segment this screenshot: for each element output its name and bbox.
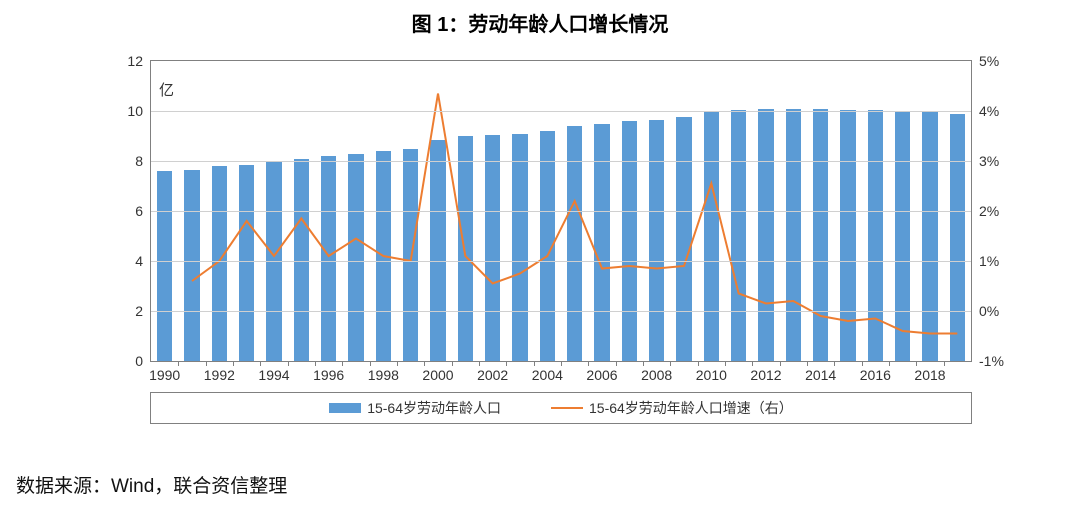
legend-line-label: 15-64岁劳动年龄人口增速（右） (589, 398, 793, 418)
ytick-right: 3% (979, 153, 999, 169)
xtick: 1996 (313, 367, 344, 383)
ytick-right: 2% (979, 203, 999, 219)
xtick: 2016 (860, 367, 891, 383)
xtick: 1998 (368, 367, 399, 383)
ytick-left: 10 (127, 103, 143, 119)
legend-item-line: 15-64岁劳动年龄人口增速（右） (551, 398, 793, 418)
bar-swatch (329, 403, 361, 413)
plot-area: 亿 024681012-1%0%1%2%3%4%5%19901992199419… (150, 60, 972, 362)
legend-item-bar: 15-64岁劳动年龄人口 (329, 398, 501, 418)
xtick: 2012 (750, 367, 781, 383)
ytick-right: 4% (979, 103, 999, 119)
xtick: 1990 (149, 367, 180, 383)
ytick-right: 5% (979, 53, 999, 69)
xtick: 2002 (477, 367, 508, 383)
xtick: 2006 (586, 367, 617, 383)
chart-container: 亿 024681012-1%0%1%2%3%4%5%19901992199419… (90, 50, 1000, 430)
xtick: 2010 (696, 367, 727, 383)
ytick-left: 8 (135, 153, 143, 169)
ytick-left: 6 (135, 203, 143, 219)
line-swatch (551, 407, 583, 409)
ytick-left: 2 (135, 303, 143, 319)
ytick-left: 4 (135, 253, 143, 269)
growth-line (192, 94, 957, 334)
xtick: 2008 (641, 367, 672, 383)
ytick-right: 0% (979, 303, 999, 319)
xtick: 2014 (805, 367, 836, 383)
ytick-right: -1% (979, 353, 1004, 369)
xtick: 1992 (204, 367, 235, 383)
data-source: 数据来源：Wind，联合资信整理 (16, 471, 287, 498)
ytick-right: 1% (979, 253, 999, 269)
legend: 15-64岁劳动年龄人口 15-64岁劳动年龄人口增速（右） (150, 392, 972, 424)
ytick-left: 0 (135, 353, 143, 369)
xtick: 2000 (422, 367, 453, 383)
xtick: 1994 (258, 367, 289, 383)
legend-bar-label: 15-64岁劳动年龄人口 (367, 398, 501, 418)
xtick: 2018 (914, 367, 945, 383)
ytick-left: 12 (127, 53, 143, 69)
chart-title: 图 1：劳动年龄人口增长情况 (0, 0, 1080, 37)
xtick: 2004 (532, 367, 563, 383)
